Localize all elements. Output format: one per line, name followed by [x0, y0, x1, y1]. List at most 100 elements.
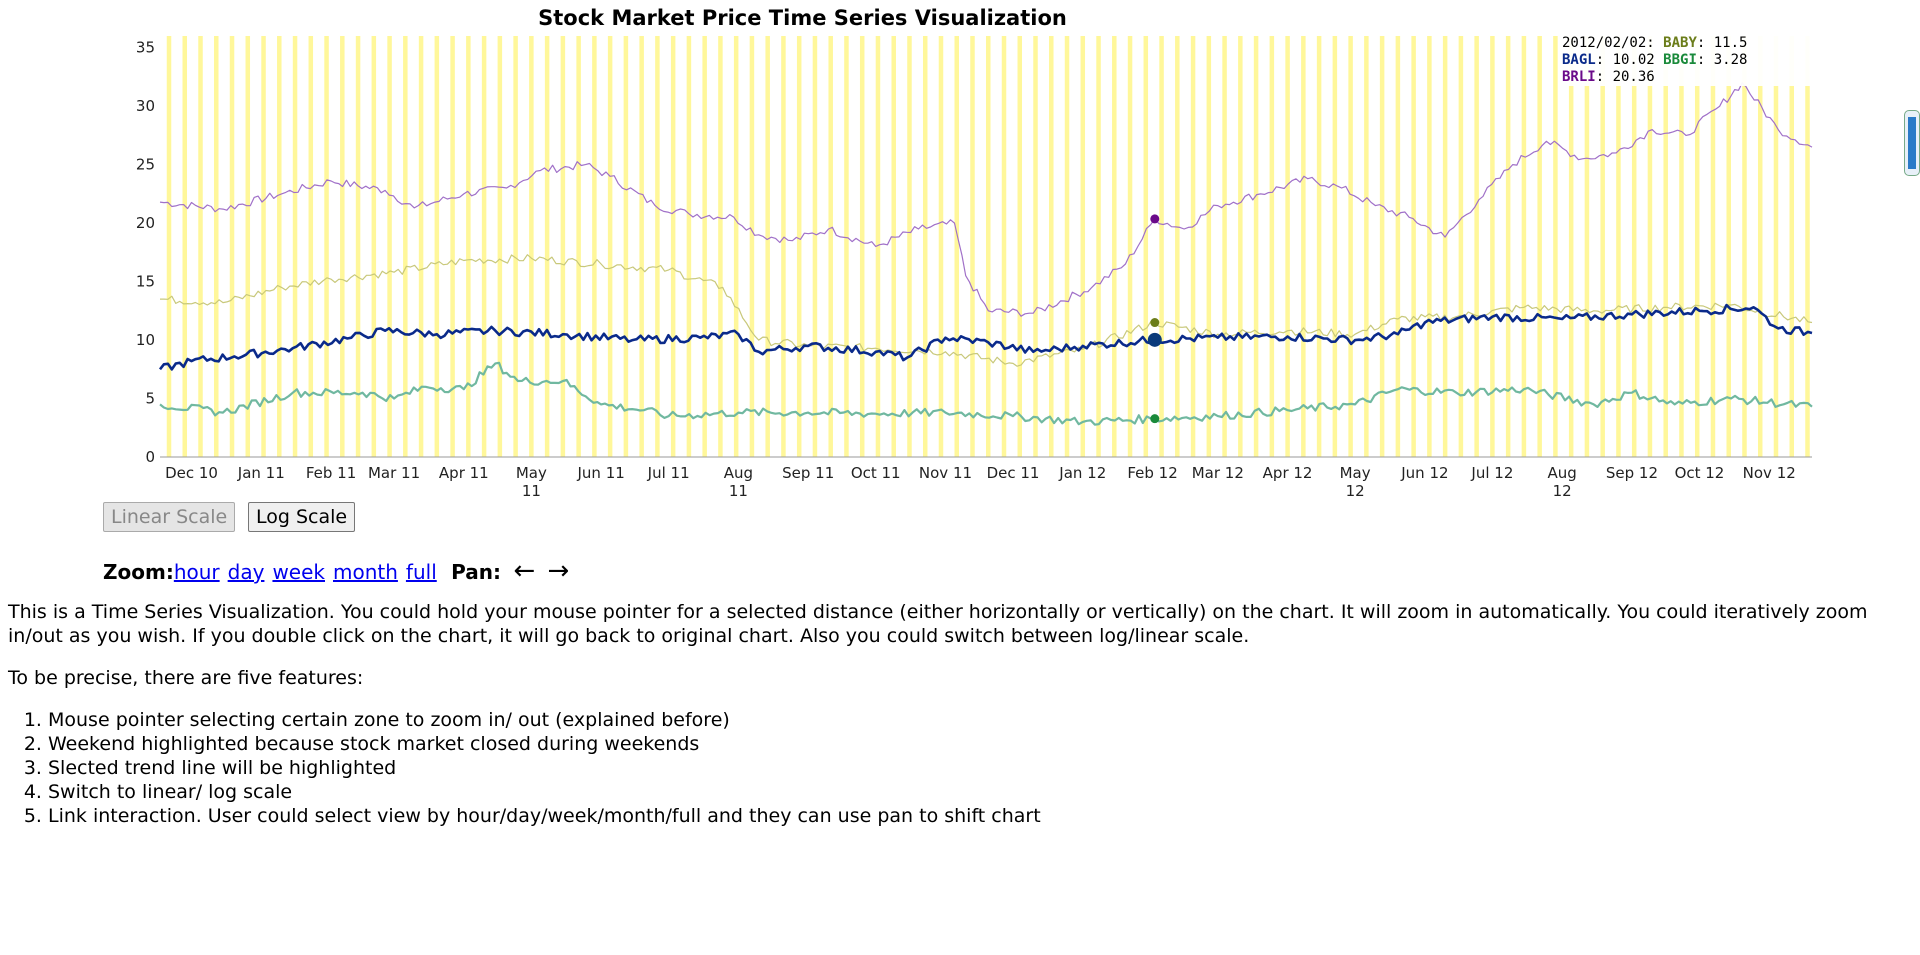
weekend-band — [387, 36, 392, 457]
weekend-band — [1206, 36, 1212, 457]
weekend-band — [245, 36, 251, 457]
weekend-band — [1442, 36, 1448, 457]
x-tick-label: Nov 12 — [1743, 464, 1796, 482]
description: This is a Time Series Visualization. You… — [8, 600, 1913, 828]
pan-left-arrow-icon[interactable]: ← — [513, 556, 536, 586]
weekend-band — [670, 36, 676, 457]
series-line-brli[interactable] — [159, 82, 1813, 317]
weekend-band — [686, 36, 692, 457]
weekend-band — [970, 36, 975, 457]
time-series-chart[interactable]: 0 5 10 15 20 25 30 35 Dec 10 Jan 11 Feb 11 Mar 11 A… — [0, 0, 1920, 500]
weekend-band — [718, 36, 723, 457]
weekend-band — [812, 36, 818, 457]
weekend-band — [277, 36, 282, 457]
weekend-band — [1159, 36, 1164, 457]
x-tick-label: Aug 11 — [724, 464, 753, 500]
weekend-band — [1127, 36, 1133, 457]
zoom-day-link[interactable]: day — [227, 560, 265, 584]
pan-label: Pan: — [451, 560, 501, 584]
weekend-band — [434, 36, 440, 457]
side-scroll-widget[interactable] — [1904, 110, 1920, 176]
x-tick-label: May 12 — [1340, 464, 1371, 500]
y-tick-label: 30 — [136, 97, 155, 115]
weekend-band — [1096, 36, 1101, 457]
weekend-band — [639, 36, 644, 457]
weekend-band — [1647, 36, 1653, 457]
series-line-bbgi[interactable] — [159, 361, 1813, 426]
selected-point-bbgi — [1150, 414, 1160, 424]
legend-name-brli: BRLI — [1562, 69, 1596, 85]
description-paragraph: This is a Time Series Visualization. You… — [8, 601, 1868, 647]
weekend-band — [655, 36, 660, 457]
linear-scale-button[interactable]: Linear Scale — [103, 502, 236, 532]
features-list: Mouse pointer selecting certain zone to … — [8, 708, 1913, 828]
weekend-band — [1726, 36, 1731, 457]
zoom-full-link[interactable]: full — [405, 560, 437, 584]
x-tick-label: Oct 11 — [851, 464, 901, 482]
x-tick-label: Apr 12 — [1263, 464, 1313, 482]
zoom-hour-link[interactable]: hour — [173, 560, 220, 584]
weekend-band — [875, 36, 881, 457]
weekend-band — [828, 36, 833, 457]
zoom-month-link[interactable]: month — [333, 560, 398, 584]
weekend-band — [1521, 36, 1527, 457]
selected-point-bagl — [1147, 332, 1162, 347]
zoom-week-link[interactable]: week — [272, 560, 325, 584]
series-line-bagl[interactable] — [158, 303, 1813, 371]
y-tick-label: 20 — [136, 214, 155, 232]
weekend-band — [1584, 36, 1590, 457]
weekend-band — [1285, 36, 1290, 457]
weekend-band — [1049, 36, 1054, 457]
weekend-band — [1616, 36, 1621, 457]
weekend-band — [1710, 36, 1716, 457]
pan-right-arrow-icon[interactable]: → — [547, 556, 570, 586]
feature-item: Switch to linear/ log scale — [48, 780, 1913, 804]
weekend-band — [198, 36, 203, 457]
features-intro: To be precise, there are five features: — [8, 667, 364, 689]
chart-legend: 2012/02/02: BABY: 11.5 BAGL: 10.02 BBGI:… — [1559, 34, 1811, 86]
weekend-band — [796, 36, 802, 457]
x-tick-label: Aug 12 — [1548, 464, 1577, 500]
x-tick-label: Nov 11 — [919, 464, 972, 482]
weekend-band — [1348, 36, 1353, 457]
weekend-band — [1395, 36, 1401, 457]
weekend-band — [1379, 36, 1385, 457]
zoom-label: Zoom: — [103, 560, 174, 584]
weekend-band — [1001, 36, 1007, 457]
weekend-band — [576, 36, 581, 457]
weekend-band — [166, 36, 172, 457]
weekend-band — [986, 36, 991, 457]
weekend-band — [497, 36, 503, 457]
x-tick-label: Sep 12 — [1606, 464, 1658, 482]
zoom-pan-controls: Zoom:hour day week month full Pan: ← → — [103, 556, 569, 586]
series-line-baby[interactable] — [160, 254, 1813, 367]
weekend-band — [544, 36, 550, 457]
weekend-band — [371, 36, 377, 457]
x-tick-label: Jan 11 — [237, 464, 285, 482]
legend-value-brli: : 20.36 — [1595, 69, 1655, 85]
feature-item: Mouse pointer selecting certain zone to … — [48, 708, 1913, 732]
x-tick-label: May 11 — [516, 464, 547, 500]
log-scale-button[interactable]: Log Scale — [248, 502, 356, 532]
legend-value-baby: : 11.5 — [1696, 35, 1748, 51]
weekend-band — [922, 36, 928, 457]
legend-value-bagl: : 10.02 — [1595, 52, 1655, 68]
weekend-band — [1269, 36, 1275, 457]
weekend-band — [1175, 36, 1180, 457]
weekend-band — [403, 36, 408, 457]
weekend-band — [1017, 36, 1023, 457]
weekend-band — [1411, 36, 1416, 457]
weekend-band — [702, 36, 707, 457]
y-tick-label: 10 — [136, 331, 155, 349]
x-tick-label: Dec 11 — [987, 464, 1040, 482]
weekend-band — [954, 36, 959, 457]
weekend-band — [308, 36, 314, 457]
weekend-band — [1773, 36, 1779, 457]
x-tick-label: Jan 12 — [1058, 464, 1106, 482]
weekend-band — [214, 36, 219, 457]
legend-value-bbgi: : 3.28 — [1696, 52, 1748, 68]
weekend-band — [1427, 36, 1432, 457]
weekend-band — [623, 36, 629, 457]
x-tick-label: Mar 12 — [1192, 464, 1244, 482]
weekend-band — [1190, 36, 1196, 457]
